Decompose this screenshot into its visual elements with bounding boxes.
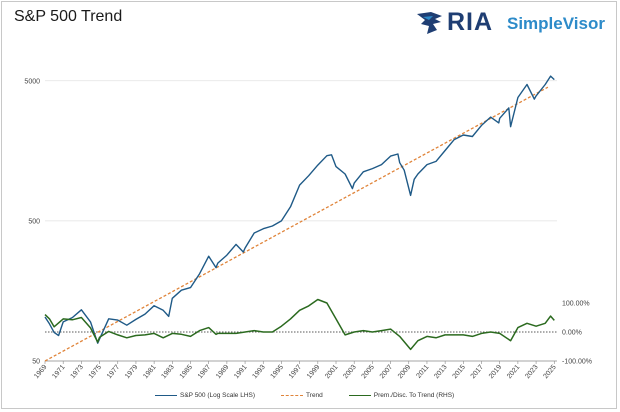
left-axis-ticks: 5000 500 50 xyxy=(24,78,40,365)
legend-swatch xyxy=(155,394,177,396)
x-tick-label: 1993 xyxy=(251,364,266,381)
logo-sub-text: SimpleVisor xyxy=(507,14,605,33)
x-tick-label: 1977 xyxy=(106,364,121,381)
logo-main-text: RIA xyxy=(447,8,494,36)
right-axis-ticks: 100.00% 0.00% -100.00% xyxy=(562,301,592,366)
legend-label: Trend xyxy=(306,392,323,399)
legend-item: Prem./Disc. To Trend (RHS) xyxy=(348,392,455,399)
trend-line xyxy=(44,86,549,362)
x-tick-label: 2023 xyxy=(524,364,539,381)
series-group xyxy=(44,75,557,362)
x-tick-label: 2001 xyxy=(324,364,339,381)
chart-title: S&P 500 Trend xyxy=(14,8,123,25)
x-tick-label: 1999 xyxy=(306,364,321,381)
legend-swatch xyxy=(281,394,304,396)
right-tick-label: 0.00% xyxy=(562,330,582,337)
x-tick-label: 1971 xyxy=(51,364,66,381)
x-tick-label: 1987 xyxy=(197,364,212,381)
eagle-icon xyxy=(417,12,442,34)
x-tick-label: 2005 xyxy=(361,364,376,381)
x-tick-label: 1969 xyxy=(33,364,48,381)
legend-swatch xyxy=(348,394,371,396)
x-tick-label: 2017 xyxy=(470,364,485,381)
premium-discount-line xyxy=(44,298,555,351)
brand-logo: RIA SimpleVisor xyxy=(415,8,605,40)
x-tick-label: 2009 xyxy=(397,364,412,381)
x-axis-ticks: 1969 1971 1973 1975 1977 1979 1981 1983 1985 1987… xyxy=(33,361,558,380)
x-tick-label: 1981 xyxy=(142,364,157,381)
left-tick-label: 50 xyxy=(32,359,40,366)
x-tick-label: 1991 xyxy=(233,364,248,381)
legend-item: S&P 500 (Log Scale LHS) xyxy=(155,392,255,399)
left-tick-label: 5000 xyxy=(24,78,40,85)
x-tick-label: 2019 xyxy=(488,364,503,381)
x-tick-label: 1973 xyxy=(70,364,85,381)
legend-item: Trend xyxy=(281,392,323,399)
x-tick-label: 2007 xyxy=(379,364,394,381)
x-tick-label: 2013 xyxy=(433,364,448,381)
x-tick-label: 1983 xyxy=(160,364,175,381)
x-tick-label: 2003 xyxy=(342,364,357,381)
x-tick-label: 1985 xyxy=(179,364,194,381)
x-tick-label: 2011 xyxy=(415,364,430,380)
legend-label: S&P 500 (Log Scale LHS) xyxy=(180,392,256,399)
x-tick-label: 2021 xyxy=(506,364,521,381)
x-tick-label: 1995 xyxy=(270,364,285,381)
sp500-line xyxy=(44,75,555,344)
x-tick-label: 1989 xyxy=(215,364,230,381)
right-tick-label: -100.00% xyxy=(562,359,592,366)
x-tick-label: 1997 xyxy=(288,364,303,381)
legend-label: Prem./Disc. To Trend (RHS) xyxy=(373,392,455,399)
x-tick-label: 1979 xyxy=(124,364,139,381)
left-tick-label: 500 xyxy=(28,218,40,225)
x-tick-label: 2015 xyxy=(451,364,466,381)
legend: S&P 500 (Log Scale LHS) Trend Prem./Disc. … xyxy=(155,392,480,399)
x-tick-label: 2025 xyxy=(542,364,557,381)
right-tick-label: 100.00% xyxy=(562,301,590,308)
x-tick-label: 1975 xyxy=(88,364,103,381)
